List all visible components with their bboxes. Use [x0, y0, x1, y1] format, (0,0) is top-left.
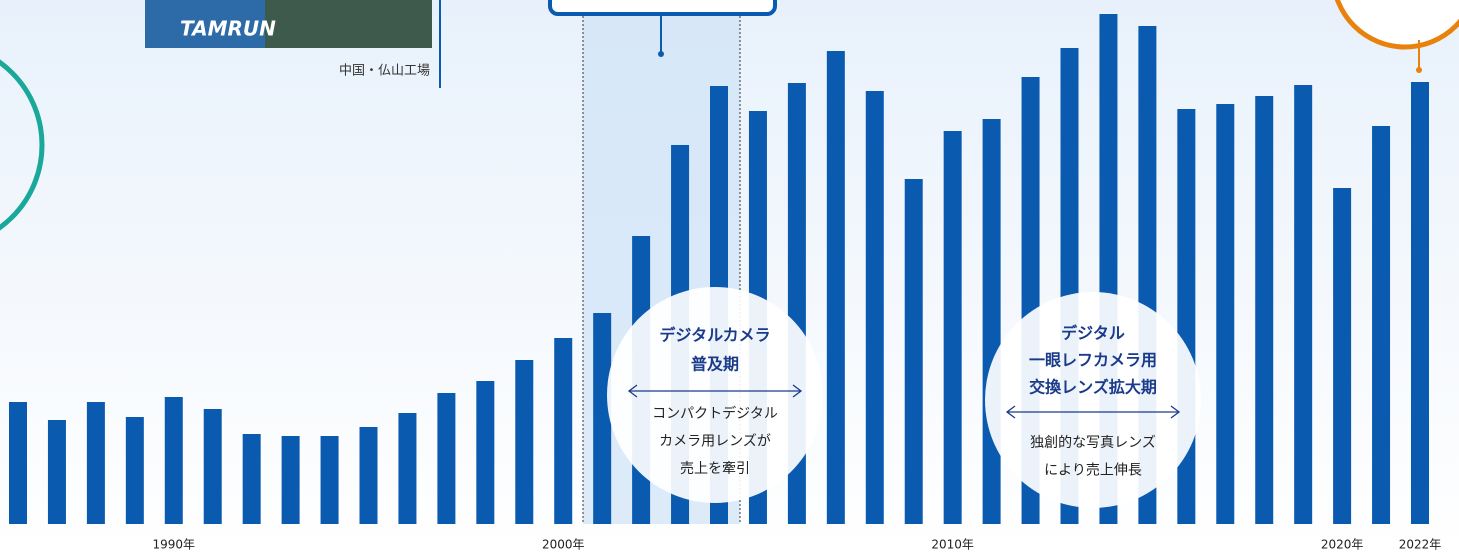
- decor-circle: [0, 59, 45, 231]
- bar: [515, 360, 534, 524]
- bar: [904, 179, 923, 524]
- photo-caption: 中国・仏山工場: [339, 64, 430, 79]
- bar: [125, 417, 144, 524]
- x-tick-label: 2000年: [542, 538, 585, 552]
- annotation-title: デジタルカメラ: [659, 326, 770, 345]
- bar: [1216, 104, 1235, 524]
- annotation-description: 売上を牽引: [680, 460, 750, 477]
- bar: [359, 427, 378, 524]
- photo-sign-board: [145, 0, 265, 48]
- photo-sign: TAMRUN: [180, 17, 276, 41]
- bar: [164, 397, 183, 524]
- bar: [203, 409, 222, 524]
- annotation-description: コンパクトデジタル: [652, 405, 778, 422]
- decor-circle: [1334, 0, 1459, 50]
- annotation-description: カメラ用レンズが: [659, 434, 771, 450]
- annotation-title: デジタル: [1061, 324, 1125, 343]
- annotation-title: 普及期: [691, 355, 739, 374]
- bar: [1255, 96, 1274, 524]
- bar: [1294, 85, 1313, 524]
- bar: [398, 413, 417, 524]
- annotation-arrowhead: [1005, 405, 1181, 419]
- x-tick-label: 2022年: [1399, 538, 1442, 552]
- bar: [1333, 188, 1352, 524]
- annotation-circle: [607, 287, 823, 503]
- bar: [943, 131, 962, 524]
- bar: [9, 402, 27, 524]
- bar: [47, 420, 66, 524]
- annotation-circle: [985, 292, 1201, 508]
- bar: [865, 91, 884, 524]
- bar: [1372, 126, 1391, 524]
- bar: [554, 338, 573, 524]
- callout-box: [548, 0, 777, 16]
- x-tick-label: 1990年: [153, 538, 196, 552]
- bar: [320, 436, 339, 524]
- x-tick-label: 2010年: [931, 538, 974, 552]
- bar: [437, 393, 456, 524]
- connector-dot: [658, 51, 664, 57]
- annotation-arrowhead: [627, 384, 803, 398]
- annotation-title: 交換レンズ拡大期: [1029, 378, 1157, 397]
- bar: [281, 436, 300, 524]
- bar: [476, 381, 495, 524]
- bar: [593, 313, 612, 524]
- bar: [242, 434, 261, 524]
- bar: [86, 402, 105, 524]
- connector-dot: [1416, 67, 1422, 73]
- annotation-description: 独創的な写真レンズ: [1030, 435, 1156, 451]
- bar: [1411, 82, 1429, 524]
- x-tick-label: 2020年: [1321, 538, 1364, 552]
- annotation-title: 一眼レフカメラ用: [1029, 351, 1157, 370]
- bar: [982, 119, 1001, 524]
- bar: [826, 51, 845, 524]
- annotation-description: により売上伸長: [1044, 463, 1142, 479]
